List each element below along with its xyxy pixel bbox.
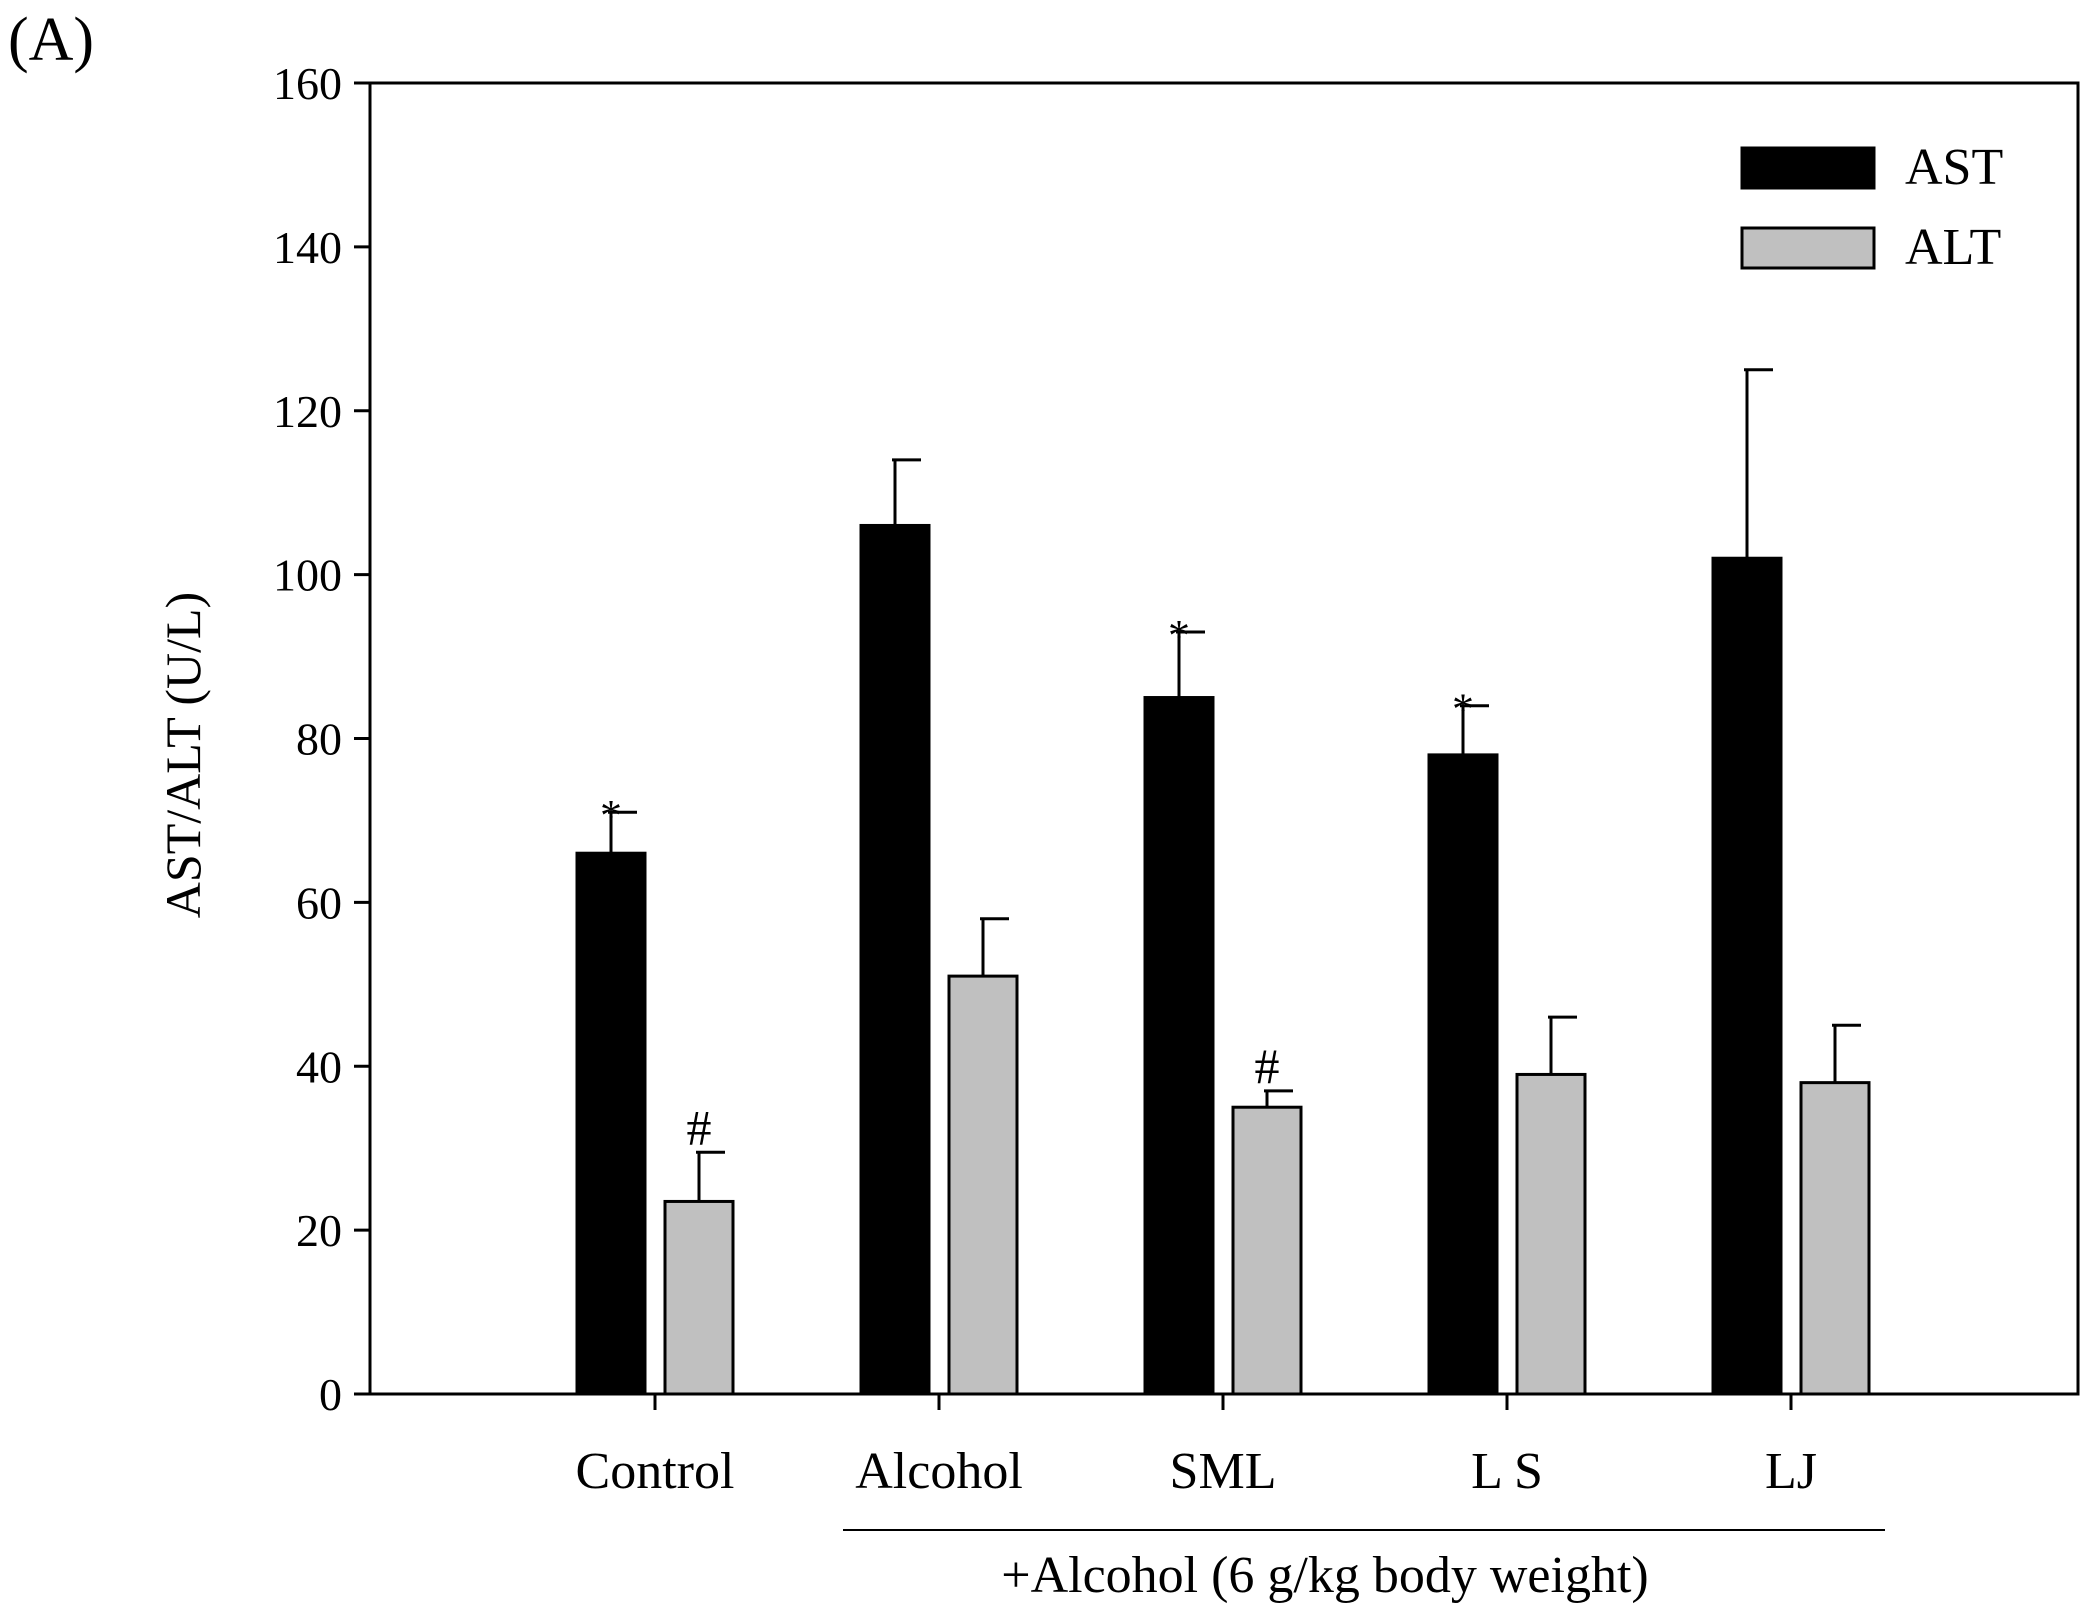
bar-alt: [1515, 1072, 1587, 1396]
y-tick-label: 120: [273, 386, 342, 437]
y-tick-label: 140: [273, 222, 342, 273]
y-axis-label: AST/ALT (U/L): [155, 592, 211, 918]
y-tick-label: 20: [296, 1205, 342, 1256]
y-tick-label: 100: [273, 550, 342, 601]
legend-swatch-alt: [1740, 226, 1876, 270]
y-tick-label: 40: [296, 1041, 342, 1092]
bar-ast: [859, 523, 931, 1396]
bar-ast: [1427, 753, 1499, 1396]
bar-alt: [1799, 1081, 1871, 1396]
bar-alt: [663, 1199, 735, 1396]
significance-mark: #: [1255, 1038, 1280, 1094]
bar-ast: [1143, 696, 1215, 1396]
legend-label: ALT: [1905, 219, 2001, 276]
bar-ast: [575, 851, 647, 1396]
y-tick-label: 60: [296, 877, 342, 928]
significance-mark: *: [600, 791, 622, 840]
bar-series: * * * # #: [575, 368, 1871, 1396]
bar-alt: [947, 974, 1019, 1396]
y-tick-label: 0: [319, 1369, 342, 1420]
legend-label: AST: [1905, 139, 2003, 196]
x-tick-label: L S: [1471, 1443, 1543, 1500]
significance-mark: *: [1452, 685, 1474, 734]
x-tick-label: SML: [1170, 1443, 1277, 1500]
x-tick-label: Control: [576, 1443, 735, 1500]
bar-ast: [1711, 556, 1783, 1396]
legend-swatch-ast: [1740, 146, 1876, 190]
group-label: +Alcohol (6 g/kg body weight): [1001, 1547, 1648, 1604]
bar-alt: [1231, 1105, 1303, 1396]
x-tick-label: LJ: [1765, 1443, 1817, 1500]
significance-mark: *: [1168, 611, 1190, 660]
x-axis: Control Alcohol SML L S LJ: [576, 1394, 1817, 1500]
x-tick-label: Alcohol: [855, 1443, 1023, 1500]
legend: AST ALT: [1740, 139, 2003, 276]
y-tick-label: 80: [296, 714, 342, 765]
y-tick-label: 160: [273, 58, 342, 109]
significance-mark: #: [687, 1099, 712, 1155]
panel-label: (A): [8, 6, 94, 74]
y-axis: 0 20 40 60 80 100 120 140 160: [273, 58, 370, 1420]
